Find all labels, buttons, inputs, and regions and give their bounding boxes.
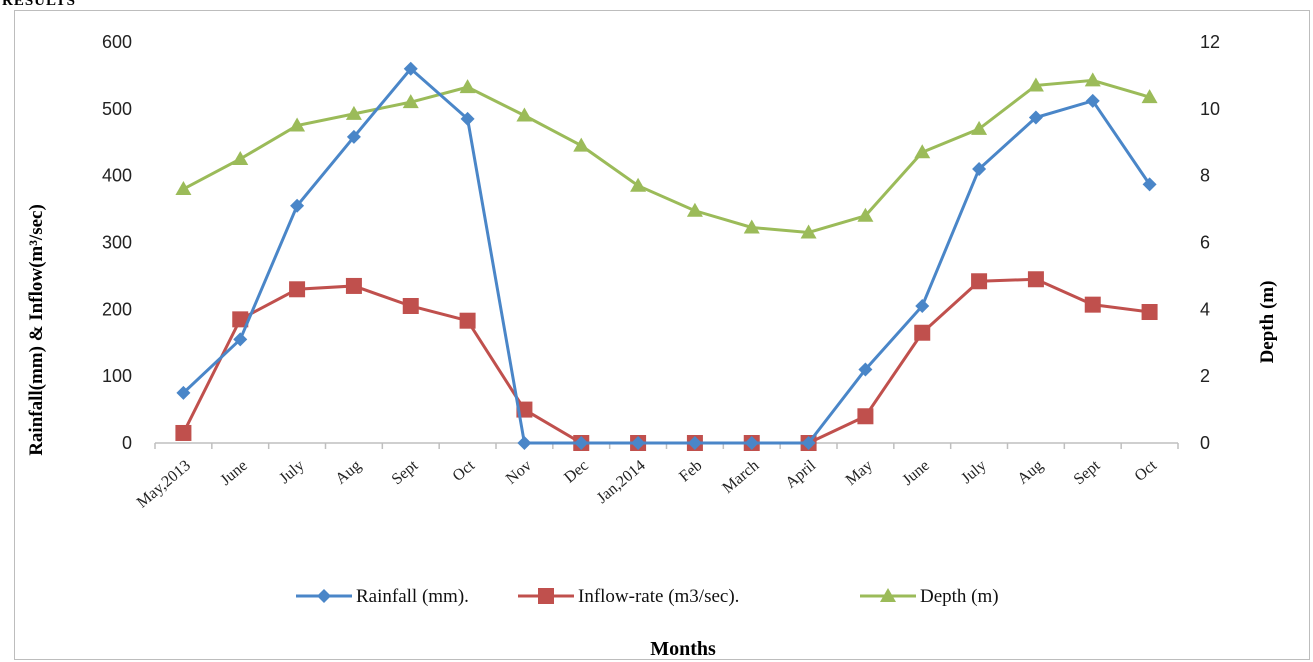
x-tick-label: Sept xyxy=(389,457,422,489)
data-point xyxy=(346,129,361,144)
data-point xyxy=(972,161,987,176)
data-point xyxy=(971,273,988,290)
plot-area: 0 100 200 300 400 500 600 0 2 4 6 8 10 12 May,2013 June… xyxy=(102,32,1220,511)
data-point xyxy=(1027,77,1044,92)
data-point xyxy=(686,202,703,217)
y-left-tick-label: 200 xyxy=(102,299,132,319)
data-point xyxy=(175,181,192,196)
y-left-tick-label: 400 xyxy=(102,166,132,186)
data-point xyxy=(175,424,192,441)
data-point xyxy=(744,436,759,450)
data-point xyxy=(743,219,760,234)
y-right-tick-label: 4 xyxy=(1200,299,1210,319)
x-tick-label: Feb xyxy=(676,457,705,485)
legend-label: Depth (m) xyxy=(920,586,999,607)
data-point xyxy=(176,385,191,400)
y-right-tick-label: 10 xyxy=(1200,99,1220,119)
data-point xyxy=(1084,72,1101,87)
y-right-tick-label: 0 xyxy=(1200,433,1210,453)
y-right-tick-label: 2 xyxy=(1200,366,1210,386)
y-left-tick-label: 600 xyxy=(102,32,132,52)
data-point xyxy=(971,120,988,135)
chart-frame xyxy=(14,10,1310,660)
data-point xyxy=(573,137,590,152)
data-point xyxy=(516,107,533,122)
data-point xyxy=(1141,89,1158,104)
data-point xyxy=(289,281,306,298)
legend-marker xyxy=(538,588,554,604)
x-tick-label: Aug xyxy=(1014,457,1046,488)
data-point xyxy=(631,436,646,450)
y-left-tick-label: 500 xyxy=(102,99,132,119)
x-tick-label: June xyxy=(217,457,250,489)
x-tick-label: July xyxy=(958,457,989,487)
series-line xyxy=(182,78,1151,234)
data-point xyxy=(801,436,816,450)
data-point xyxy=(402,297,419,314)
data-point xyxy=(1085,93,1100,108)
series-line xyxy=(182,277,1150,445)
data-point xyxy=(403,61,418,76)
y-axis-right-title: Depth (m) xyxy=(1257,281,1278,364)
y-right-tick-label: 8 xyxy=(1200,166,1210,186)
y-right-tick-label: 12 xyxy=(1200,32,1220,52)
series-line xyxy=(182,66,1151,445)
data-point xyxy=(233,332,248,347)
x-tick-label: May xyxy=(843,457,876,489)
data-point xyxy=(402,94,419,109)
legend: Rainfall (mm). Inflow-rate (m3/sec). Depth… xyxy=(296,586,999,607)
y-left-tick-label: 0 xyxy=(122,433,132,453)
x-tick-label: Nov xyxy=(503,457,535,488)
y-left-tick-label: 300 xyxy=(102,233,132,253)
x-tick-label: Aug xyxy=(332,457,364,488)
data-point xyxy=(1027,271,1044,288)
x-tick-label: April xyxy=(782,457,819,492)
data-point xyxy=(1141,304,1158,321)
x-tick-label: Dec xyxy=(561,457,592,487)
data-point xyxy=(345,105,362,120)
x-axis-title: Months xyxy=(650,638,716,660)
data-point xyxy=(858,362,873,377)
legend-marker xyxy=(880,588,896,602)
x-tick-label: Sept xyxy=(1071,457,1104,489)
legend-label: Inflow-rate (m3/sec). xyxy=(578,586,739,607)
data-point xyxy=(857,408,874,425)
legend-label: Rainfall (mm). xyxy=(356,586,469,607)
data-point xyxy=(800,224,817,239)
data-point xyxy=(914,324,931,341)
data-point xyxy=(914,144,931,159)
data-point xyxy=(460,111,475,126)
x-tick-label: Oct xyxy=(1132,457,1161,485)
y-axis-left-title: Rainfall(mm) & Inflow(m³/sec) xyxy=(26,204,47,456)
data-point xyxy=(687,436,702,450)
y-left-tick-label: 100 xyxy=(102,366,132,386)
data-point xyxy=(517,436,532,450)
legend-marker xyxy=(317,589,331,603)
x-tick-label: Oct xyxy=(450,457,479,485)
data-point xyxy=(1084,296,1101,313)
section-heading: RESULTS xyxy=(2,0,76,9)
y-right-tick-label: 6 xyxy=(1200,233,1210,253)
data-point xyxy=(289,117,306,132)
data-point xyxy=(232,150,249,165)
data-point xyxy=(915,298,930,313)
x-tick-label: July xyxy=(276,457,307,487)
data-point xyxy=(290,198,305,213)
data-point xyxy=(574,436,589,450)
data-point xyxy=(459,312,476,329)
x-tick-label: March xyxy=(719,457,762,497)
x-tick-label: May,2013 xyxy=(134,457,194,511)
data-point xyxy=(857,207,874,222)
data-point xyxy=(1028,110,1043,125)
data-point xyxy=(345,277,362,294)
data-point xyxy=(459,79,476,94)
data-point xyxy=(1142,177,1157,192)
x-tick-label: June xyxy=(899,457,932,489)
data-point xyxy=(232,311,249,328)
data-point xyxy=(630,177,647,192)
x-tick-label: Jan,2014 xyxy=(594,457,649,507)
